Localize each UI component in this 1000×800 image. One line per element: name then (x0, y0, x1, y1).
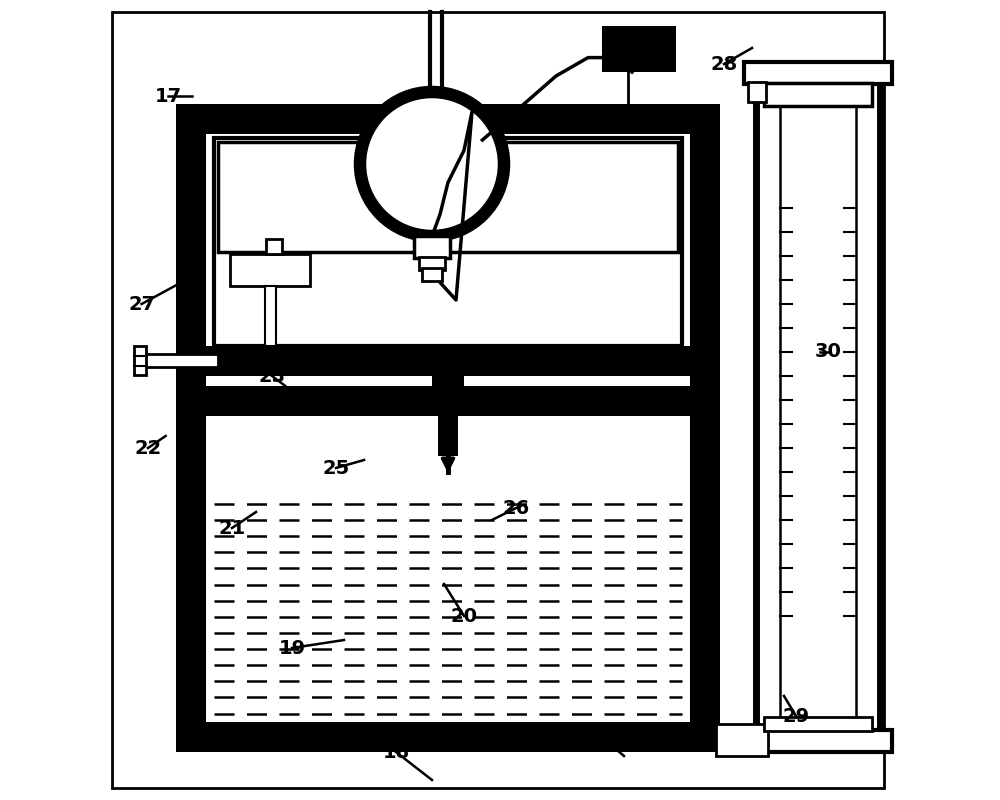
Bar (419, 257, 445, 270)
Bar (414, 236, 450, 258)
Text: 22: 22 (134, 438, 162, 458)
Circle shape (360, 92, 504, 236)
Text: 27: 27 (128, 294, 155, 314)
Text: 29: 29 (782, 706, 810, 726)
Bar (716, 724, 768, 756)
Bar (748, 82, 766, 102)
Bar (206, 386, 690, 416)
Bar (690, 104, 720, 752)
Bar (176, 722, 720, 752)
Text: 21: 21 (218, 518, 246, 538)
Ellipse shape (600, 349, 644, 373)
Text: 18: 18 (382, 742, 410, 762)
Bar (764, 83, 872, 106)
Bar (176, 104, 206, 752)
Text: 23: 23 (258, 366, 286, 386)
Bar (438, 360, 458, 456)
Bar (144, 354, 218, 367)
Bar (218, 142, 678, 252)
Bar (432, 358, 464, 390)
Bar (214, 138, 682, 346)
Bar (744, 730, 892, 752)
Text: 24: 24 (582, 722, 610, 742)
Bar (265, 286, 276, 346)
Bar (602, 26, 676, 72)
Text: 30: 30 (815, 342, 841, 362)
Bar (744, 62, 892, 84)
Bar (266, 239, 282, 254)
Bar (134, 346, 146, 375)
Bar (176, 104, 720, 134)
Bar (764, 717, 872, 731)
Bar (206, 134, 690, 722)
Bar (230, 254, 310, 286)
Bar (206, 346, 690, 376)
Text: 20: 20 (450, 606, 478, 626)
Text: 17: 17 (154, 86, 182, 106)
Bar (422, 268, 442, 281)
Text: 19: 19 (278, 638, 306, 658)
Text: 25: 25 (322, 458, 350, 478)
Text: 28: 28 (710, 54, 738, 74)
Text: 26: 26 (502, 498, 530, 518)
